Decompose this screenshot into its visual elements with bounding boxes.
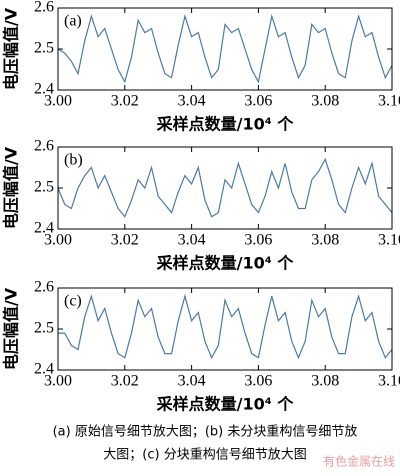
x-tick-label: 3.10 bbox=[378, 93, 400, 110]
x-tick-label: 3.00 bbox=[44, 232, 72, 249]
x-tick-label: 3.08 bbox=[311, 232, 339, 249]
x-tick-label: 3.04 bbox=[178, 232, 206, 249]
y-tick-label: 2.6 bbox=[34, 138, 54, 155]
x-tick-label: 3.02 bbox=[111, 373, 139, 390]
x-tick-label: 3.02 bbox=[111, 93, 139, 110]
plot-frame bbox=[57, 146, 393, 230]
y-tick-label: 2.5 bbox=[34, 179, 54, 196]
y-tick-label: 2.5 bbox=[34, 40, 54, 57]
y-tick-label: 2.4 bbox=[34, 220, 54, 237]
caption: 大图；(c) 分块重构信号细节放大图 bbox=[103, 447, 306, 463]
plot-frame bbox=[57, 7, 393, 91]
x-tick-label: 3.06 bbox=[244, 373, 272, 390]
x-tick-label: 3.00 bbox=[44, 373, 72, 390]
x-tick-label: 3.10 bbox=[378, 373, 400, 390]
caption: (a) 原始信号细节放大图；(b) 未分块重构信号细节放 bbox=[53, 424, 358, 440]
line bbox=[58, 293, 393, 360]
x-axis-label: 采样点数量/10⁴ 个 bbox=[156, 395, 295, 414]
x-axis-label: 采样点数量/10⁴ 个 bbox=[156, 115, 295, 134]
x-axis-label: 采样点数量/10⁴ 个 bbox=[156, 254, 295, 273]
x-tick-label: 3.06 bbox=[244, 232, 272, 249]
x-tick-label: 3.06 bbox=[244, 93, 272, 110]
x-tick-label: 3.02 bbox=[111, 232, 139, 249]
y-tick-label: 2.4 bbox=[34, 361, 54, 378]
x-tick-label: 3.04 bbox=[178, 93, 206, 110]
x-tick-label: 3.08 bbox=[311, 93, 339, 110]
y-tick-label: 2.6 bbox=[34, 279, 54, 296]
x-tick-label: 3.08 bbox=[311, 373, 339, 390]
y-tick-label: 2.5 bbox=[34, 320, 54, 337]
x-tick-label: 3.10 bbox=[378, 232, 400, 249]
x-tick-label: 3.00 bbox=[44, 93, 72, 110]
y-axis-label: 电压幅值/V bbox=[2, 287, 21, 370]
panel-label: (a) bbox=[64, 13, 82, 30]
x-tick-label: 3.04 bbox=[178, 373, 206, 390]
y-tick-label: 2.4 bbox=[34, 81, 54, 98]
panel-label: (c) bbox=[64, 293, 82, 310]
y-axis-label: 电压幅值/V bbox=[2, 7, 21, 90]
line bbox=[57, 157, 393, 218]
y-axis-label: 电压幅值/V bbox=[2, 146, 21, 229]
panel-label: (b) bbox=[64, 152, 83, 169]
watermark: 有色金属在线 bbox=[323, 454, 395, 469]
line bbox=[57, 13, 393, 84]
y-tick-label: 2.6 bbox=[34, 0, 54, 16]
